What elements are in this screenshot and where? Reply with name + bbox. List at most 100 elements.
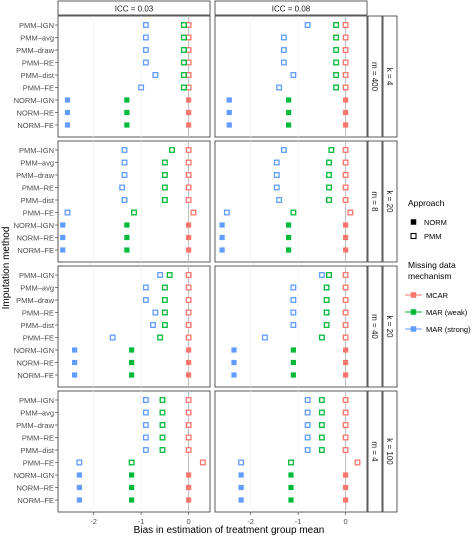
panel <box>214 390 368 513</box>
row-strip-m-label: m = 8 <box>370 191 379 212</box>
y-tick-label: NORM–IGN <box>14 221 54 230</box>
y-tick-label: PMM–RE <box>22 308 54 317</box>
data-point <box>185 322 192 328</box>
data-point <box>119 184 126 191</box>
data-point <box>185 272 192 278</box>
data-point <box>342 434 349 441</box>
data-point <box>342 34 349 41</box>
y-tick-label: NORM–FE <box>17 246 54 255</box>
data-point <box>318 334 325 341</box>
data-point <box>342 297 349 303</box>
data-point <box>186 97 192 103</box>
data-point <box>186 472 192 478</box>
row-strip-m-label: m = 40 <box>370 314 379 339</box>
data-point <box>124 122 130 128</box>
data-point <box>290 372 296 378</box>
data-point <box>318 409 325 416</box>
data-point <box>323 284 330 291</box>
data-point <box>342 309 349 316</box>
data-point <box>121 147 128 153</box>
data-point <box>186 109 192 116</box>
data-point <box>185 422 192 428</box>
data-point <box>273 159 280 166</box>
data-point <box>124 109 130 116</box>
data-point <box>124 247 130 253</box>
data-point <box>290 209 297 216</box>
y-tick-label: NORM–IGN <box>14 346 54 355</box>
data-point <box>64 209 71 216</box>
data-point <box>185 297 192 303</box>
y-tick-label: PMM–dist <box>21 196 55 205</box>
data-point <box>323 309 330 316</box>
data-point <box>326 184 332 191</box>
data-point <box>186 347 192 353</box>
data-point <box>180 34 187 41</box>
data-point <box>185 434 192 441</box>
data-point <box>290 72 297 78</box>
y-tick-label: PMM–dist <box>21 71 55 80</box>
y-tick-label: PMM–dist <box>21 446 55 455</box>
data-point <box>354 459 361 466</box>
data-point <box>342 409 349 416</box>
y-tick-label: PMM–draw <box>16 171 55 180</box>
data-point <box>304 22 311 28</box>
legend-approach-key <box>410 232 417 240</box>
data-point <box>304 397 311 403</box>
data-point <box>342 59 349 66</box>
data-point <box>288 459 294 466</box>
data-point <box>166 272 173 278</box>
column-strip-label: ICC = 0.03 <box>115 5 154 14</box>
data-point <box>124 234 130 241</box>
data-point <box>180 59 187 66</box>
data-point <box>286 97 292 103</box>
data-point <box>286 122 292 128</box>
x-tick-label: -1 <box>295 517 302 526</box>
data-point <box>318 434 325 441</box>
y-tick-label: PMM–FE <box>23 333 54 342</box>
data-point <box>60 234 66 241</box>
data-point <box>226 97 232 103</box>
x-tick-label: -1 <box>138 517 145 526</box>
data-point <box>342 172 349 178</box>
data-point <box>150 322 156 328</box>
y-tick-label: NORM–IGN <box>14 471 54 480</box>
legend-mechanism-key <box>410 309 417 315</box>
data-point <box>161 184 168 191</box>
data-point <box>280 147 287 153</box>
data-point <box>185 59 192 66</box>
data-point <box>159 422 166 428</box>
data-point <box>199 459 206 466</box>
data-point <box>186 497 192 503</box>
data-point <box>142 409 149 416</box>
data-point <box>76 497 82 503</box>
data-point <box>290 284 297 291</box>
data-point <box>76 459 83 466</box>
data-point <box>185 284 192 291</box>
data-point <box>185 309 192 316</box>
data-point <box>142 447 149 453</box>
data-point <box>288 497 294 503</box>
data-point <box>186 372 192 378</box>
y-tick-label: NORM–RE <box>16 233 54 242</box>
data-point <box>142 397 149 403</box>
data-point <box>185 22 192 28</box>
data-point <box>142 434 149 441</box>
facet-strips: ICC = 0.03 ICC = 0.08 m = 400 k = 4 m = 8 k =… <box>57 0 398 513</box>
data-point <box>290 297 297 303</box>
legend-approach-key <box>410 219 417 225</box>
x-axis-title: Bias in estimation of treatment group me… <box>134 525 325 536</box>
data-point <box>333 47 340 53</box>
data-point <box>152 72 159 78</box>
data-point <box>342 334 349 341</box>
x-axis: -2 -1 0 -2 -1 0 <box>90 512 348 526</box>
data-point <box>60 247 66 253</box>
data-point <box>64 97 71 103</box>
data-point <box>304 447 311 453</box>
row-strip-m-label: m = 400 <box>370 62 379 92</box>
data-point <box>76 472 82 478</box>
y-tick-label: PMM–avg <box>20 33 54 42</box>
data-point <box>342 147 349 153</box>
y-tick-label: PMM–IGN <box>19 21 54 30</box>
data-point <box>129 347 135 353</box>
legend-mechanism-label: MCAR <box>426 291 449 300</box>
